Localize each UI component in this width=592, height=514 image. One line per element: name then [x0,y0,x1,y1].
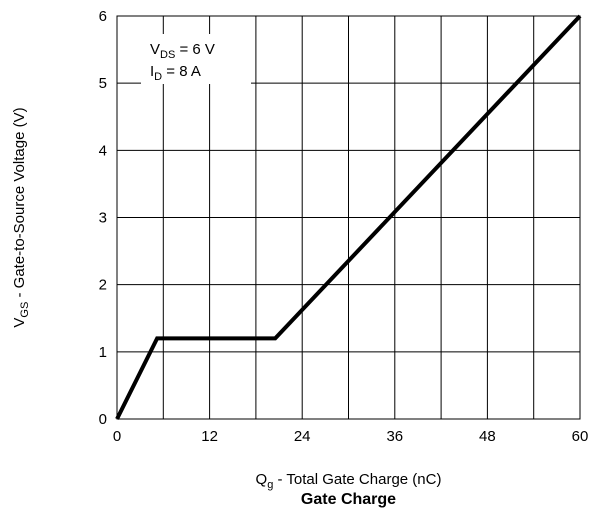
x-tick-label: 0 [113,428,121,445]
annotation-sub: D [154,71,162,83]
annotation-background [141,34,251,84]
x-axis-label-rest: - Total Gate Charge (nC) [273,471,441,488]
y-axis-label: VGS - Gate-to-Source Voltage (V) [11,107,31,327]
y-tick-label: 5 [99,75,107,92]
x-axis-label-main: Q [256,471,268,488]
annotation-main: I [150,63,154,80]
annotation-text: ID = 8 A [150,63,201,83]
y-axis-label-rest: - Gate-to-Source Voltage (V) [11,107,28,301]
annotations: VDS = 6 VID = 8 A [150,41,215,83]
y-tick-label: 1 [99,344,107,361]
x-tick-labels: 0 12 24 36 48 60 [113,428,589,445]
series [115,14,582,420]
x-axis-label: Qg - Total Gate Charge (nC) [256,471,442,491]
y-tick-labels: 0 1 2 3 4 5 6 [99,8,107,428]
annotation-rest: = 8 A [162,63,201,80]
x-tick-label: 24 [294,428,311,445]
y-tick-label: 3 [99,210,107,227]
annotation-sub: DS [160,49,175,61]
x-tick-label: 60 [572,428,589,445]
annotation-rest: = 6 V [175,41,215,58]
annotation-text: VDS = 6 V [150,41,215,61]
y-tick-label: 4 [99,142,107,159]
series-line [115,14,582,420]
y-tick-label: 6 [99,8,107,25]
plot-frame [116,15,581,420]
x-tick-label: 48 [479,428,496,445]
y-axis-label-main: V [11,318,28,328]
x-tick-label: 12 [201,428,218,445]
x-axis-label-sub: g [267,479,273,491]
x-tick-label: 36 [386,428,403,445]
y-tick-label: 2 [99,277,107,294]
annotation-main: V [150,41,160,58]
y-tick-label: 0 [99,411,107,428]
y-axis-label-sub: GS [19,302,31,318]
chart-title: Gate Charge [301,491,396,508]
